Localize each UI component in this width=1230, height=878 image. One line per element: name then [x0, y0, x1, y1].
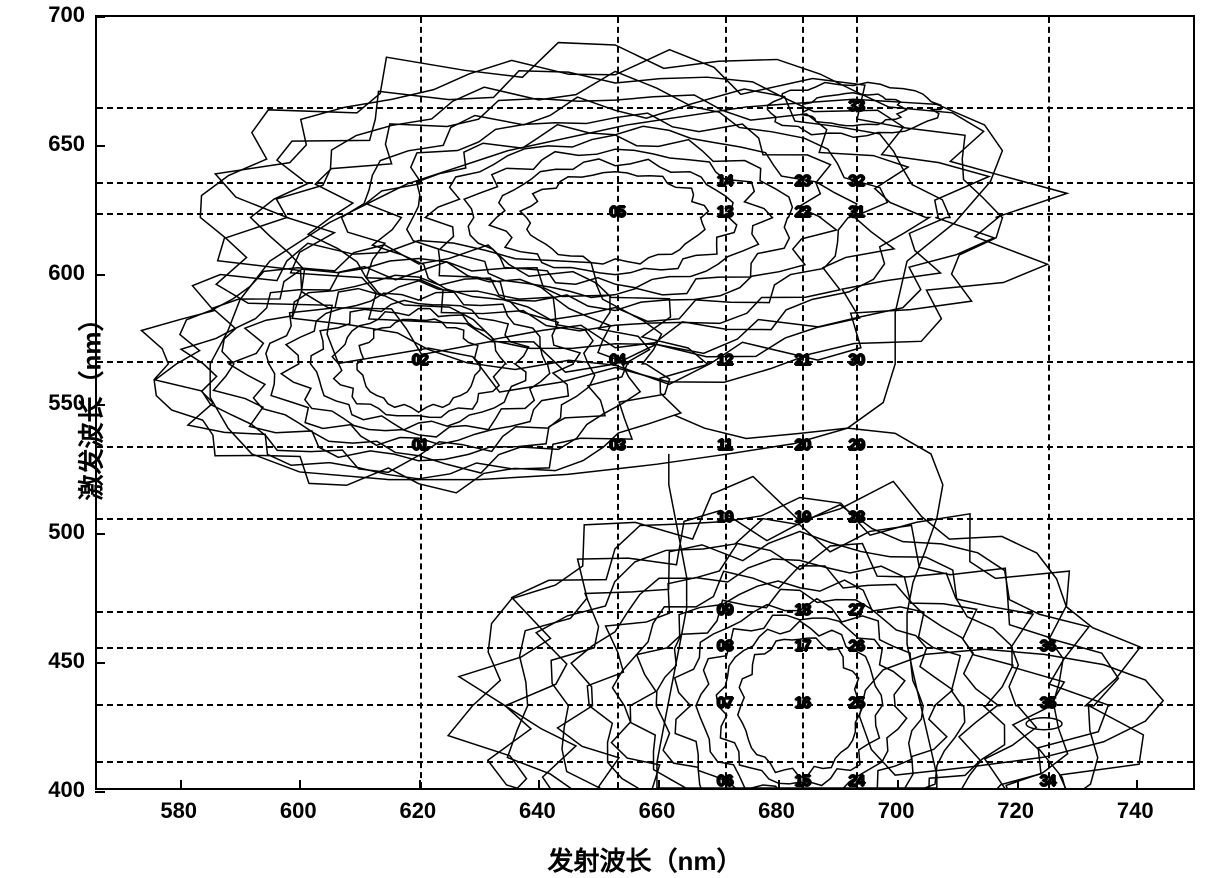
grid-line-h — [97, 446, 1193, 448]
y-tick-label: 450 — [25, 648, 85, 674]
point-label-31: 31 — [848, 204, 864, 222]
point-label-18: 18 — [795, 602, 811, 620]
point-label-01: 01 — [412, 437, 428, 455]
point-label-30: 30 — [848, 352, 864, 370]
point-label-25: 25 — [848, 695, 864, 713]
point-label-21: 21 — [795, 352, 811, 370]
x-tick-label: 720 — [997, 798, 1034, 824]
point-label-23: 23 — [795, 173, 811, 191]
x-tick — [1017, 780, 1019, 790]
grid-line-v — [802, 17, 804, 788]
y-tick-label: 400 — [25, 777, 85, 803]
x-tick-label: 620 — [399, 798, 436, 824]
x-tick — [538, 780, 540, 790]
x-tick — [778, 780, 780, 790]
x-axis-label: 发射波长（nm） — [547, 841, 742, 878]
x-tick-label: 600 — [280, 798, 317, 824]
grid-line-h — [97, 704, 1193, 706]
point-label-13: 13 — [717, 204, 733, 222]
point-label-03: 03 — [609, 437, 625, 455]
y-tick — [95, 791, 105, 793]
point-label-04: 04 — [609, 352, 625, 370]
point-label-29: 29 — [848, 437, 864, 455]
point-label-05: 05 — [609, 204, 625, 222]
point-label-33: 33 — [848, 98, 864, 116]
point-label-11: 11 — [717, 437, 732, 455]
grid-line-h — [97, 518, 1193, 520]
point-label-09: 09 — [717, 602, 733, 620]
point-label-17: 17 — [795, 638, 811, 656]
grid-line-v — [856, 17, 858, 788]
grid-line-v — [617, 17, 619, 788]
y-tick — [95, 16, 105, 18]
plot-area: 01 02 03 04 05 06 07 08 09 10 11 12 13 14 15 16 17 18 19 20… — [95, 15, 1195, 790]
point-label-14: 14 — [717, 173, 733, 191]
x-tick — [299, 780, 301, 790]
contour-chart: 01 02 03 04 05 06 07 08 09 10 11 12 13 14 15 16 17 18 19 20… — [95, 15, 1195, 790]
point-label-07: 07 — [717, 695, 733, 713]
point-label-02: 02 — [412, 352, 428, 370]
grid-line-h — [97, 761, 1193, 763]
x-tick — [1136, 780, 1138, 790]
point-label-06: 06 — [717, 773, 733, 791]
point-label-12: 12 — [717, 352, 733, 370]
point-label-24: 24 — [848, 773, 864, 791]
x-tick-label: 740 — [1117, 798, 1154, 824]
point-label-35: 35 — [1040, 695, 1056, 713]
grid-line-h — [97, 611, 1193, 613]
x-tick-label: 580 — [160, 798, 197, 824]
x-tick — [897, 780, 899, 790]
grid-line-h — [97, 361, 1193, 363]
point-label-22: 22 — [795, 204, 811, 222]
point-label-08: 08 — [717, 638, 733, 656]
point-label-34: 34 — [1040, 773, 1056, 791]
y-tick-label: 600 — [25, 260, 85, 286]
contour-lines — [97, 17, 1193, 788]
y-tick-label: 500 — [25, 519, 85, 545]
y-tick-label: 550 — [25, 390, 85, 416]
point-label-16: 16 — [795, 695, 811, 713]
y-tick-label: 650 — [25, 131, 85, 157]
point-label-15: 15 — [795, 773, 811, 791]
y-tick — [95, 533, 105, 535]
x-tick-label: 660 — [639, 798, 676, 824]
point-label-28: 28 — [848, 509, 864, 527]
x-tick — [180, 780, 182, 790]
point-label-10: 10 — [717, 509, 733, 527]
point-label-27: 27 — [848, 602, 864, 620]
x-tick-label: 680 — [758, 798, 795, 824]
point-label-36: 36 — [1040, 638, 1056, 656]
grid-line-v — [1048, 17, 1050, 788]
grid-line-v — [725, 17, 727, 788]
y-tick — [95, 662, 105, 664]
grid-line-h — [97, 647, 1193, 649]
x-tick — [658, 780, 660, 790]
x-tick-label: 640 — [519, 798, 556, 824]
y-tick — [95, 145, 105, 147]
x-tick-label: 700 — [878, 798, 915, 824]
y-tick — [95, 274, 105, 276]
point-label-20: 20 — [795, 437, 811, 455]
point-label-19: 19 — [795, 509, 811, 527]
y-tick-label: 700 — [25, 2, 85, 28]
point-label-32: 32 — [848, 173, 864, 191]
grid-line-v — [420, 17, 422, 788]
point-label-26: 26 — [848, 638, 864, 656]
grid-line-h — [97, 182, 1193, 184]
grid-line-h — [97, 213, 1193, 215]
grid-line-h — [97, 107, 1193, 109]
